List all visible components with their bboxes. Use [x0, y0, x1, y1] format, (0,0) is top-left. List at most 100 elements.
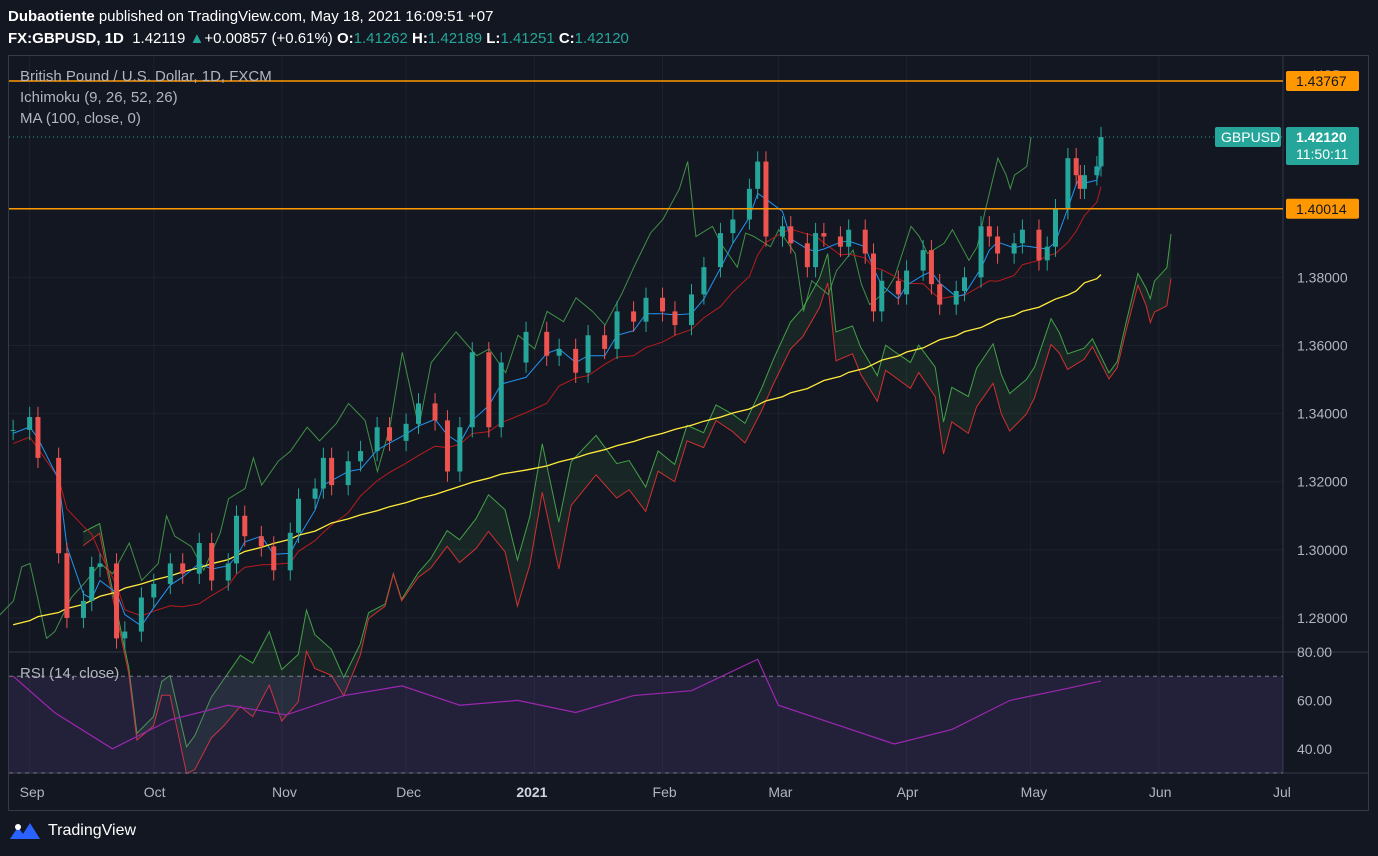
candle-body[interactable]	[585, 335, 591, 373]
candle-body[interactable]	[358, 451, 364, 462]
time-tick-label: 2021	[516, 784, 547, 800]
candle-body[interactable]	[1081, 175, 1087, 189]
candle-body[interactable]	[904, 270, 910, 295]
candle-body[interactable]	[27, 417, 33, 430]
candle-body[interactable]	[1077, 175, 1083, 189]
time-tick-label: Dec	[396, 784, 421, 800]
candle-body[interactable]	[821, 233, 827, 237]
candle-body[interactable]	[755, 161, 761, 189]
candle-body[interactable]	[717, 233, 723, 268]
candle-body[interactable]	[271, 546, 277, 571]
candle-body[interactable]	[837, 236, 843, 247]
candle-body[interactable]	[928, 250, 934, 285]
candle-body[interactable]	[643, 297, 649, 322]
candle-body[interactable]	[660, 297, 666, 312]
candle-body[interactable]	[788, 226, 794, 244]
candle-body[interactable]	[167, 563, 173, 584]
high-value: 1.42189	[427, 30, 483, 47]
candle-body[interactable]	[35, 417, 41, 458]
candle-body[interactable]	[296, 498, 302, 533]
candle-body[interactable]	[138, 597, 144, 632]
candle-body[interactable]	[614, 311, 620, 349]
candle-body[interactable]	[97, 563, 103, 567]
candle-body[interactable]	[523, 331, 529, 363]
candle-body[interactable]	[56, 457, 62, 554]
candle-body[interactable]	[846, 229, 852, 247]
candle-body[interactable]	[196, 543, 202, 574]
candle-body[interactable]	[763, 161, 769, 237]
candle-body[interactable]	[287, 532, 293, 571]
candle-body[interactable]	[122, 631, 128, 639]
candle-body[interactable]	[862, 229, 868, 254]
candle-body[interactable]	[329, 457, 335, 486]
candle-body[interactable]	[457, 427, 463, 472]
candle-body[interactable]	[258, 536, 264, 547]
candle-body[interactable]	[871, 253, 876, 312]
candle-body[interactable]	[602, 335, 608, 349]
up-arrow-icon: ▲	[189, 30, 205, 47]
candle-body[interactable]	[937, 284, 943, 305]
candle-body[interactable]	[1044, 246, 1050, 261]
candle-body[interactable]	[689, 294, 694, 326]
candle-body[interactable]	[486, 352, 492, 428]
candle-body[interactable]	[986, 226, 992, 237]
candle-body[interactable]	[804, 243, 810, 268]
candle-body[interactable]	[746, 188, 752, 220]
ma-legend[interactable]: MA (100, close, 0)	[20, 110, 141, 127]
candle-body[interactable]	[1065, 158, 1071, 210]
candle-body[interactable]	[114, 563, 120, 639]
candle-body[interactable]	[10, 429, 16, 431]
candle-body[interactable]	[920, 250, 926, 271]
brand-text: TradingView	[48, 822, 137, 839]
candle-body[interactable]	[556, 348, 562, 356]
candle-body[interactable]	[469, 352, 475, 428]
candle-body[interactable]	[813, 233, 819, 268]
candle-body[interactable]	[312, 488, 318, 499]
candle-body[interactable]	[387, 427, 393, 441]
rsi-line	[12, 658, 1102, 750]
candle-body[interactable]	[1053, 209, 1058, 247]
candle-body[interactable]	[498, 362, 504, 428]
candle-body[interactable]	[416, 403, 421, 424]
candle-body[interactable]	[209, 543, 215, 581]
candle-body[interactable]	[631, 311, 637, 322]
candle-body[interactable]	[1011, 243, 1017, 254]
candle-body[interactable]	[978, 226, 984, 278]
candle-body[interactable]	[573, 348, 579, 373]
candle-body[interactable]	[962, 277, 967, 291]
candle-body[interactable]	[953, 290, 959, 305]
candle-body[interactable]	[374, 427, 380, 452]
candle-body[interactable]	[1073, 158, 1079, 176]
candle-body[interactable]	[432, 403, 438, 421]
candle-body[interactable]	[701, 267, 707, 295]
ichimoku-legend[interactable]: Ichimoku (9, 26, 52, 26)	[20, 89, 178, 106]
candle-body[interactable]	[320, 457, 326, 489]
candle-body[interactable]	[730, 219, 736, 234]
candle-body[interactable]	[444, 420, 450, 472]
candle-body[interactable]	[544, 331, 550, 356]
candle-body[interactable]	[879, 280, 885, 312]
candle-body[interactable]	[1019, 229, 1025, 244]
candle-body[interactable]	[234, 515, 239, 564]
candle-body[interactable]	[1094, 166, 1100, 176]
candle-body[interactable]	[242, 515, 248, 537]
candle-body[interactable]	[225, 563, 231, 581]
time-tick-label: Nov	[272, 784, 297, 800]
candle-body[interactable]	[780, 226, 785, 237]
author-name[interactable]: Dubaotiente	[8, 8, 95, 25]
candle-body[interactable]	[895, 280, 901, 295]
candle-body[interactable]	[64, 553, 70, 618]
candle-body[interactable]	[1098, 137, 1104, 167]
candle-body[interactable]	[995, 236, 1001, 254]
candle-body[interactable]	[1036, 229, 1042, 261]
candle-body[interactable]	[89, 566, 95, 601]
candle-body[interactable]	[151, 583, 157, 598]
tradingview-logo[interactable]: TradingView	[8, 820, 136, 842]
candle-body[interactable]	[180, 563, 186, 574]
candle-body[interactable]	[672, 311, 678, 326]
candle-body[interactable]	[403, 423, 409, 441]
candle-body[interactable]	[345, 461, 351, 486]
rsi-legend[interactable]: RSI (14, close)	[20, 665, 120, 682]
candle-body[interactable]	[80, 600, 86, 618]
